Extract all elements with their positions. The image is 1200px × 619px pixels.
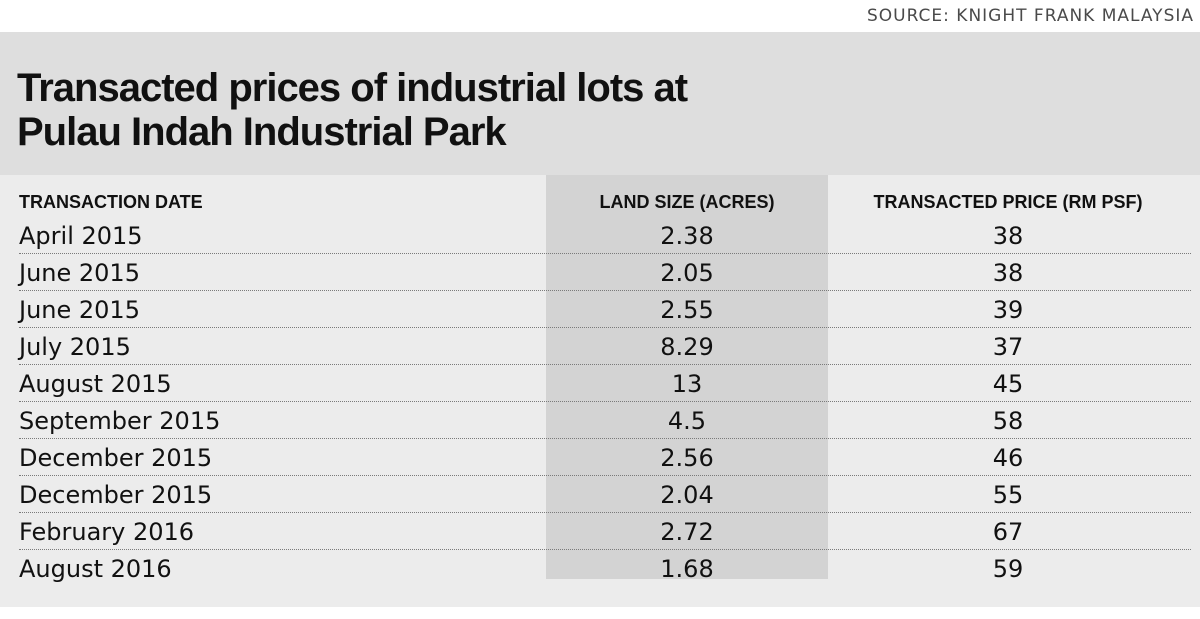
- table-panel: Transacted prices of industrial lots at …: [0, 32, 1200, 607]
- transacted-price-cell: 38: [992, 259, 1024, 287]
- transaction-date-cell: April 2015: [19, 222, 143, 250]
- land-size-cell: 13: [671, 370, 703, 398]
- transaction-date-cell: February 2016: [19, 518, 195, 546]
- land-size-cell: 2.72: [660, 518, 714, 546]
- land-size-cell: 8.29: [660, 333, 714, 361]
- transacted-price-cell: 55: [992, 481, 1024, 509]
- land-size-cell: 2.38: [660, 222, 714, 250]
- land-size-cell: 2.55: [660, 296, 714, 324]
- title-line-2: Pulau Indah Industrial Park: [17, 110, 507, 154]
- table-row: August 2015 13 45: [19, 365, 1191, 402]
- transaction-date-cell: June 2015: [19, 296, 140, 324]
- transaction-date-cell: August 2015: [19, 370, 172, 398]
- transacted-price-cell: 39: [992, 296, 1024, 324]
- table-row: February 2016 2.72 67: [19, 513, 1191, 550]
- header-land-size: LAND SIZE (ACRES): [599, 192, 775, 212]
- data-table: TRANSACTION DATE LAND SIZE (ACRES) TRANS…: [0, 175, 1200, 607]
- title-line-1: Transacted prices of industrial lots at: [17, 66, 688, 110]
- transacted-price-cell: 37: [992, 333, 1024, 361]
- table-row: June 2015 2.05 38: [19, 254, 1191, 291]
- table-row: July 2015 8.29 37: [19, 328, 1191, 365]
- table-row: December 2015 2.04 55: [19, 476, 1191, 513]
- header-transacted-price: TRANSACTED PRICE (RM PSF): [873, 192, 1143, 212]
- transaction-date-cell: December 2015: [19, 481, 213, 509]
- transacted-price-cell: 67: [992, 518, 1024, 546]
- table-row: December 2015 2.56 46: [19, 439, 1191, 476]
- source-credit: SOURCE: KNIGHT FRANK MALAYSIA: [866, 6, 1194, 26]
- land-size-column-shade: [546, 175, 828, 579]
- table-row: June 2015 2.55 39: [19, 291, 1191, 328]
- transacted-price-cell: 45: [992, 370, 1024, 398]
- title-band: Transacted prices of industrial lots at …: [0, 32, 1200, 175]
- table-row: April 2015 2.38 38: [19, 217, 1191, 254]
- table-row: September 2015 4.5 58: [19, 402, 1191, 439]
- land-size-cell: 2.04: [660, 481, 714, 509]
- land-size-cell: 1.68: [660, 555, 714, 583]
- transaction-date-cell: July 2015: [19, 333, 131, 361]
- transacted-price-cell: 38: [992, 222, 1024, 250]
- transaction-date-cell: September 2015: [19, 407, 221, 435]
- transaction-date-cell: December 2015: [19, 444, 213, 472]
- table-row: August 2016 1.68 59: [19, 550, 1191, 586]
- transacted-price-cell: 46: [992, 444, 1024, 472]
- transacted-price-cell: 59: [992, 555, 1024, 583]
- transacted-price-cell: 58: [992, 407, 1024, 435]
- table-title: Transacted prices of industrial lots at …: [17, 66, 688, 154]
- table-body: April 2015 2.38 38 June 2015 2.05 38 Jun…: [0, 217, 1200, 586]
- transaction-date-cell: August 2016: [19, 555, 172, 583]
- transaction-date-cell: June 2015: [19, 259, 140, 287]
- header-transaction-date: TRANSACTION DATE: [19, 192, 203, 212]
- land-size-cell: 4.5: [667, 407, 707, 435]
- land-size-cell: 2.56: [660, 444, 714, 472]
- land-size-cell: 2.05: [660, 259, 714, 287]
